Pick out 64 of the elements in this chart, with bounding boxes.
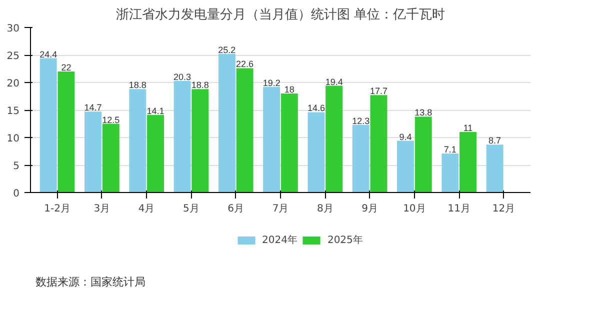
bar	[129, 89, 146, 192]
data-label: 24.4	[40, 49, 58, 60]
bar	[326, 86, 343, 192]
bar	[192, 89, 209, 192]
data-label: 13.8	[414, 108, 432, 118]
data-label: 18	[284, 84, 294, 94]
y-tick-label: 5	[13, 161, 20, 172]
y-tick-label: 30	[6, 24, 20, 34]
x-tick-label: 3月	[94, 204, 110, 214]
data-label: 17.7	[370, 86, 388, 96]
x-tick-label: 5月	[183, 204, 200, 214]
chart-title: 浙江省水力发电量分月（当月值）统计图 单位：亿千瓦时	[116, 8, 446, 22]
data-label: 19.2	[262, 78, 280, 88]
data-label: 9.4	[399, 132, 412, 142]
data-label: 14.6	[307, 103, 325, 114]
bar	[58, 72, 75, 192]
bar	[280, 94, 298, 192]
data-label: 25.2	[218, 44, 236, 55]
bar	[397, 140, 414, 192]
bar	[308, 112, 325, 192]
x-tick-label: 6月	[228, 204, 244, 214]
data-label: 8.7	[488, 136, 502, 146]
bar	[102, 124, 120, 192]
legend-label: 2024年	[262, 234, 298, 247]
x-tick-label: 1-2月	[44, 204, 70, 214]
data-label: 11	[463, 123, 473, 133]
data-label: 18.8	[191, 80, 209, 90]
data-label: 20.3	[174, 72, 192, 82]
x-tick-label: 8月	[316, 204, 334, 214]
data-label: 14.7	[84, 102, 102, 113]
data-label: 7.1	[444, 144, 456, 154]
source-note: 数据来源：国家统计局	[36, 276, 146, 288]
data-label: 19.4	[325, 76, 343, 87]
bar	[352, 124, 370, 192]
y-tick-label: 20	[6, 78, 20, 90]
x-tick-label: 10月	[403, 204, 426, 214]
x-tick-label: 4月	[138, 204, 155, 214]
x-tick-label: 12月	[492, 204, 516, 214]
bar	[263, 86, 280, 192]
bar	[236, 68, 254, 192]
legend-label: 2025年	[327, 234, 363, 247]
y-tick-label: 10	[6, 134, 20, 144]
bar	[414, 116, 432, 192]
y-tick-label: 15	[6, 106, 20, 117]
bar	[174, 80, 191, 192]
bar	[486, 144, 504, 192]
bar	[218, 54, 236, 192]
data-label: 12.5	[102, 114, 120, 125]
y-tick-label: 25	[6, 51, 20, 62]
bar	[40, 58, 57, 192]
bar	[147, 114, 164, 192]
x-tick-label: 11月	[448, 204, 470, 214]
data-label: 14.1	[146, 106, 164, 116]
bar	[442, 153, 459, 192]
x-tick-label: 7月	[272, 204, 289, 214]
data-label: 22.6	[236, 59, 254, 70]
data-label: 12.3	[352, 116, 370, 126]
bar	[370, 95, 388, 192]
bar	[84, 112, 102, 192]
x-tick-label: 9月	[362, 204, 378, 214]
y-tick-label: 0	[13, 188, 20, 200]
data-label: 22	[61, 62, 72, 72]
bar	[460, 132, 476, 192]
data-label: 18.8	[128, 80, 146, 90]
